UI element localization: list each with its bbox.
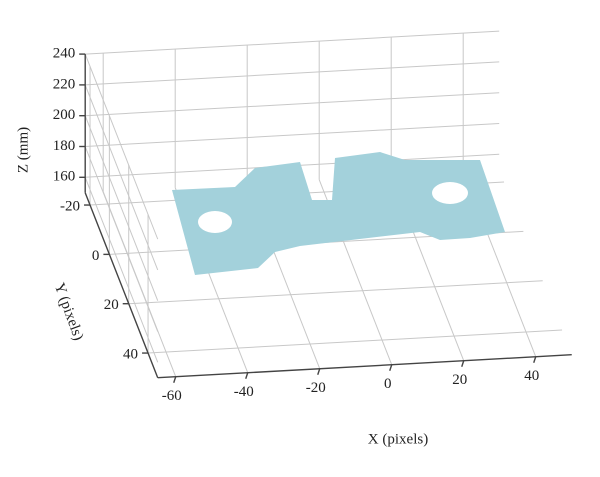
z-tick-label: 240: [53, 46, 76, 62]
y-tick-label: -20: [60, 198, 80, 214]
y-axis-label: Y (pixels): [51, 281, 87, 343]
grid-line: [84, 146, 159, 332]
point-cloud-surface: [172, 152, 505, 275]
x-tick: [461, 360, 465, 367]
grid-line: [85, 123, 500, 147]
z-tick-label: 180: [53, 138, 76, 154]
grid-line: [84, 177, 159, 363]
x-tick-label: 40: [524, 368, 539, 384]
y-tick-label: 40: [123, 346, 138, 362]
grid-line: [84, 53, 159, 240]
grid-line: [85, 61, 500, 86]
x-tick: [389, 364, 393, 371]
x-tick: [317, 368, 321, 375]
x-tick-label: 20: [452, 372, 467, 388]
x-tick-label: -60: [162, 388, 182, 404]
z-tick-label: 200: [53, 107, 76, 123]
x-tick: [245, 372, 249, 379]
grid-line: [85, 92, 500, 117]
x-tick: [533, 356, 537, 363]
z-tick-label: 160: [53, 169, 76, 185]
point-cloud: [172, 152, 505, 275]
x-tick: [173, 376, 177, 383]
x-tick-label: 0: [384, 376, 392, 392]
y-tick-label: 20: [104, 297, 119, 313]
grid-line: [148, 329, 563, 354]
axes: -60 -40 -20 0 20 40 -20 0 20 40 160 180 200 220 240: [53, 46, 572, 404]
x-axis-label: X (pixels): [368, 431, 428, 447]
x-tick-label: -20: [306, 380, 326, 396]
grid-line: [128, 280, 543, 305]
z-tick-label: 220: [53, 76, 76, 92]
hole: [432, 182, 468, 204]
z-axis-label: Z (mm): [15, 127, 31, 173]
x-tick-label: -40: [234, 384, 254, 400]
y-tick-label: 0: [92, 248, 100, 264]
grid-line: [84, 84, 159, 271]
grid-line: [84, 115, 159, 301]
y-axis-line: [84, 192, 159, 378]
x-axis-line: [157, 354, 572, 379]
hole: [198, 211, 232, 233]
grid-line: [85, 30, 500, 55]
